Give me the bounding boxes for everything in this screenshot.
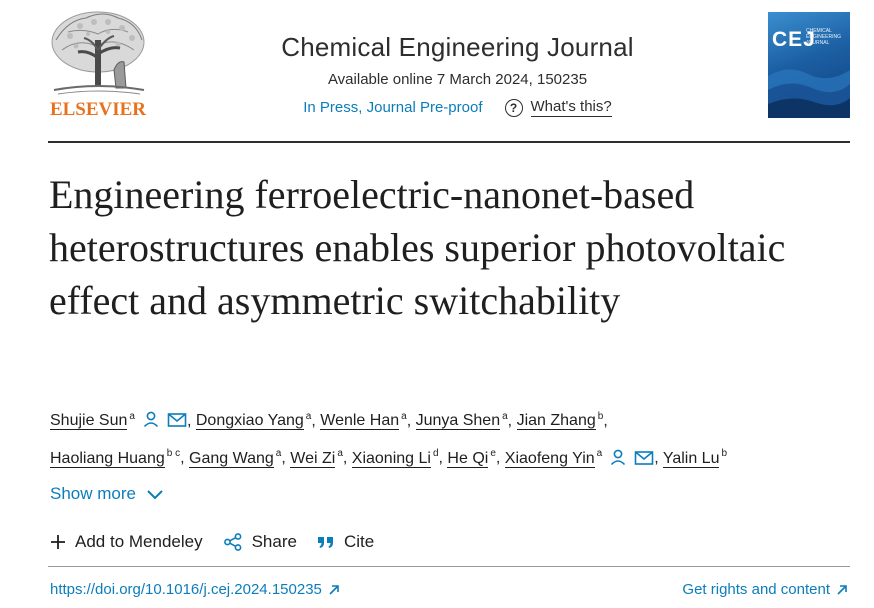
share-label: Share [251,532,297,551]
author-item[interactable]: Wei Zi a [290,448,343,468]
cite-button[interactable]: Cite [317,532,374,552]
show-more-button[interactable]: Show more [50,484,164,504]
cite-label: Cite [343,532,375,551]
add-to-mendeley-button[interactable]: Add to Mendeley [50,532,203,552]
person-icon[interactable] [142,410,160,428]
chevron-down-icon [147,490,163,500]
author-list: Shujie Sun a, Dongxiao Yang a, Wenle Han a,… [50,400,860,475]
footer-divider [48,566,850,567]
availability-text: Available online 7 March 2024, 150235 [327,71,588,88]
author-item[interactable]: Junya Shen a [415,411,508,431]
mendeley-label: Add to Mendeley [75,532,203,551]
quote-icon [317,537,333,548]
person-icon[interactable] [609,448,627,466]
author-item[interactable]: Jian Zhang b [516,411,604,431]
header-divider [48,141,850,143]
show-more-label: Show more [50,484,136,503]
author-item[interactable]: He Qi e [447,448,496,468]
author-item[interactable]: Haoliang Huang b c [50,448,181,468]
external-arrow-icon [329,584,339,595]
mail-icon[interactable] [167,412,187,428]
cover-abbreviation: CEJ [772,28,816,51]
rights-text: Get rights and content [682,581,830,598]
in-press-status: In Press, Journal Pre-proof [303,99,483,116]
author-item[interactable]: Dongxiao Yang a [195,411,312,431]
cover-subtitle: CHEMICAL ENGINEERING JOURNAL [806,28,842,46]
cover-art-icon [768,69,850,118]
elsevier-logo[interactable]: ELSEVIER [48,10,148,122]
question-circle-icon[interactable]: ? [504,98,523,117]
author-item[interactable]: Yalin Lu b [662,448,728,468]
share-icon [223,533,241,551]
author-line-2: Haoliang Huang b c, Gang Wang a, Wei Zi a, … [50,448,728,468]
doi-text: https://doi.org/10.1016/j.cej.2024.15023… [50,581,322,598]
journal-cover[interactable]: CEJ CHEMICAL ENGINEERING JOURNAL [768,12,850,118]
journal-info: Chemical Engineering Journal Available o… [200,32,715,117]
journal-header: ELSEVIER Chemical Engineering Journal Av… [0,0,874,142]
author-line-1: Shujie Sun a, Dongxiao Yang a, Wenle Han a,… [50,410,608,431]
author-item[interactable]: Xiaofeng Yin a [504,448,603,468]
elsevier-tree-logo [51,11,145,95]
doi-link[interactable]: https://doi.org/10.1016/j.cej.2024.15023… [50,581,340,598]
publisher-wordmark: ELSEVIER [49,99,147,120]
rights-link[interactable]: Get rights and content [682,581,848,598]
external-arrow-icon [837,584,847,595]
article-title: Engineering ferroelectric-nanonet-based … [49,172,786,323]
author-item[interactable]: Wenle Han a [320,411,407,431]
mail-icon[interactable] [634,450,654,466]
share-button[interactable]: Share [223,532,297,552]
plus-icon [51,535,65,549]
article-actions: Add to Mendeley Share Cite [50,532,394,552]
journal-name-link[interactable]: Chemical Engineering Journal [281,32,634,62]
whats-this-link[interactable]: What's this? [530,98,612,117]
author-item[interactable]: Xiaoning Li d [351,448,439,468]
status-row: In Press, Journal Pre-proof ? What's thi… [200,98,715,117]
author-item[interactable]: Shujie Sun a [50,411,135,431]
author-item[interactable]: Gang Wang a [189,448,282,468]
